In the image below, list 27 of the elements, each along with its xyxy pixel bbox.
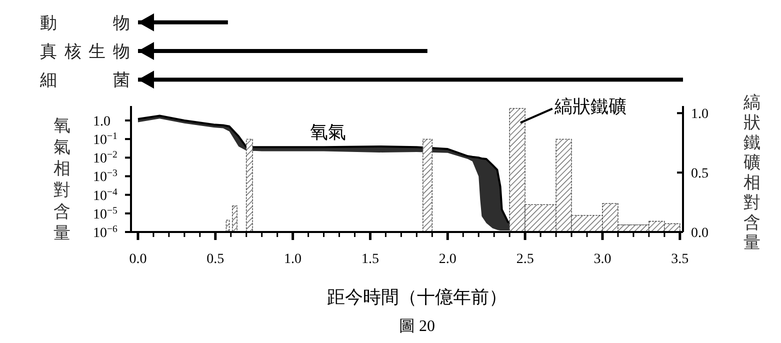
y-tick-label: 細菌 (39, 70, 130, 90)
x-tick-label: 3.5 (671, 252, 689, 267)
x-tick-label: 2.0 (438, 252, 456, 267)
x-tick-label: 1.5 (361, 252, 379, 267)
x-tick-label: 0.5 (206, 252, 224, 267)
y-tick-label: 10$^{−3}$ (93, 168, 118, 186)
x-tick-label: 1.0 (284, 252, 302, 267)
caption: 圖 20 (399, 318, 435, 335)
y-tick-label: 10$^{−6}$ (93, 224, 118, 241)
y-axis-title: 氧氣相對含量 (54, 116, 70, 242)
y2-tick-label: 0.5 (691, 166, 708, 182)
y-tick-label: 動物 (40, 13, 130, 32)
y-tick-label: 真核生物 (40, 42, 130, 61)
y-tick-label: 10$^{−1}$ (93, 130, 118, 148)
y-tick-label: 10$^{−4}$ (93, 186, 118, 204)
y2-tick-label: 0.0 (691, 226, 708, 241)
x-tick-label: 0.0 (129, 252, 147, 267)
y2-axis-title: 縞狀鐵礦相對含量 (742, 93, 760, 252)
y2-tick-label: 1.0 (691, 107, 708, 122)
x-tick-label: 2.5 (516, 252, 534, 267)
y-tick-label: 10$^{−2}$ (93, 149, 118, 167)
x-tick-label: 3.0 (594, 252, 612, 267)
y-tick-label: 10$^{−5}$ (93, 204, 118, 222)
x-axis-title: 距今時間（十億年前） (327, 287, 507, 307)
annotation: 氧氣 (310, 122, 346, 142)
annotation: 縞狀鐵礦 (553, 96, 626, 117)
y-tick-label: 1.0 (93, 114, 110, 130)
